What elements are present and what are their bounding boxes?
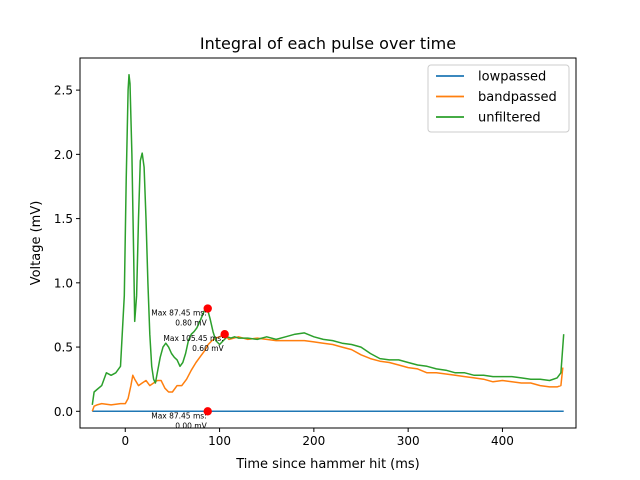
y-tick-label: 0.0 — [54, 405, 73, 419]
marker-annotation-line1: Max 105.45 ms: — [163, 334, 223, 343]
legend-box — [427, 64, 570, 133]
chart-title: Integral of each pulse over time — [200, 34, 456, 53]
marker-annotation-line1: Max 87.45 ms: — [151, 309, 207, 318]
legend-label-lowpassed: lowpassed — [478, 70, 546, 85]
x-axis-label: Time since hammer hit (ms) — [235, 457, 420, 472]
marker-annotation-line2: 0.00 mV — [175, 421, 207, 430]
x-tick-label: 200 — [302, 434, 325, 448]
y-axis-ticks: 0.0 0.5 1.0 1.5 2.0 2.5 — [54, 84, 80, 419]
x-tick-label: 100 — [208, 434, 231, 448]
axes-frame — [79, 57, 577, 429]
y-axis-label: Voltage (mV) — [29, 201, 44, 286]
y-tick-label: 1.0 — [54, 276, 73, 290]
legend: lowpassed bandpassed unfiltered — [427, 64, 570, 133]
max-marker — [203, 407, 212, 416]
x-axis-ticks: 0 100 200 300 400 — [121, 428, 514, 448]
marker-annotation-line1: Max 87.45 ms: — [151, 411, 207, 420]
y-tick-label: 2.0 — [54, 148, 73, 162]
marker-annotation-line2: 0.80 mV — [175, 319, 207, 328]
legend-label-bandpassed: bandpassed — [478, 90, 557, 105]
max-marker — [203, 304, 212, 313]
legend-label-unfiltered: unfiltered — [478, 111, 541, 126]
y-tick-label: 2.5 — [54, 84, 73, 98]
x-tick-label: 0 — [121, 434, 129, 448]
y-tick-label: 0.5 — [54, 341, 73, 355]
x-tick-label: 400 — [491, 434, 514, 448]
x-tick-label: 300 — [397, 434, 420, 448]
y-tick-label: 1.5 — [54, 212, 73, 226]
marker-annotation-line2: 0.60 mV — [192, 344, 224, 353]
max-marker — [220, 330, 229, 339]
